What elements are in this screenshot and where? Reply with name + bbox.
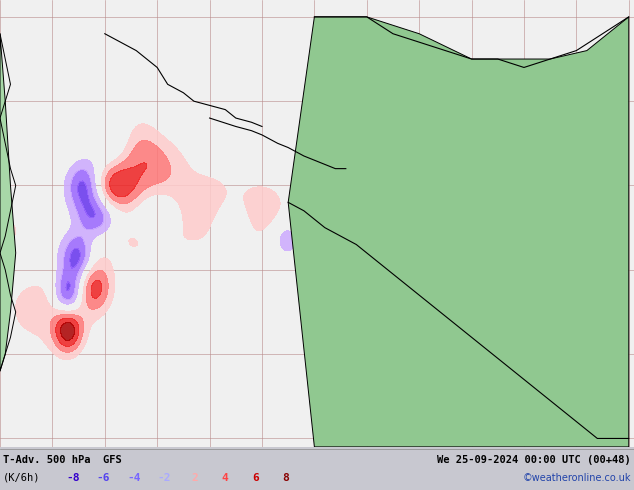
Polygon shape: [288, 17, 629, 447]
Text: -4: -4: [127, 473, 141, 483]
Text: -6: -6: [96, 473, 110, 483]
Text: 8: 8: [283, 473, 289, 483]
Text: We 25-09-2024 00:00 UTC (00+48): We 25-09-2024 00:00 UTC (00+48): [437, 455, 631, 465]
Text: 6: 6: [252, 473, 259, 483]
Text: ©weatheronline.co.uk: ©weatheronline.co.uk: [522, 473, 631, 483]
Text: T-Adv. 500 hPa  GFS: T-Adv. 500 hPa GFS: [3, 455, 122, 465]
Text: -2: -2: [157, 473, 171, 483]
Polygon shape: [0, 34, 16, 371]
Text: -8: -8: [66, 473, 80, 483]
Text: 2: 2: [191, 473, 198, 483]
Text: (K/6h): (K/6h): [3, 473, 41, 483]
Text: 4: 4: [222, 473, 228, 483]
